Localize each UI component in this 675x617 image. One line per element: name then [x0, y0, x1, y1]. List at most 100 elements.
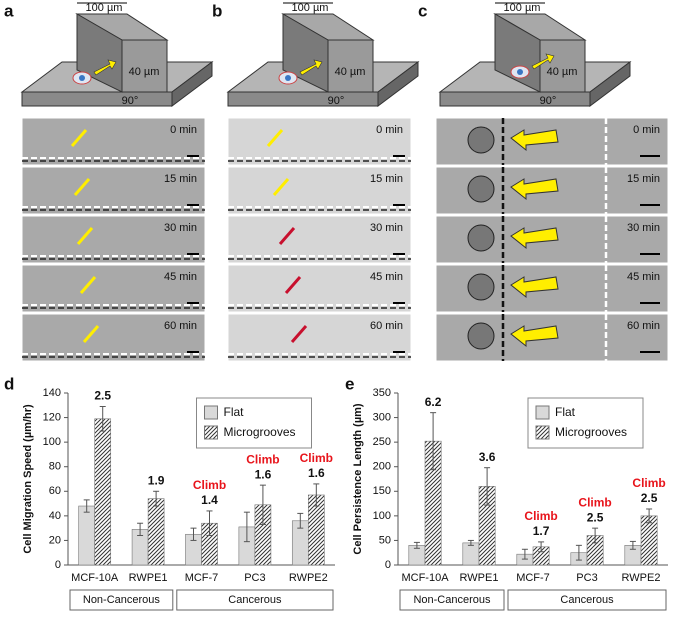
cell-arrow	[278, 227, 296, 245]
cell-arrow	[510, 276, 559, 299]
annotation: Climb	[300, 451, 333, 465]
y-tick-label: 350	[373, 387, 391, 399]
substrate-front	[439, 91, 591, 107]
x-tick-label: RWPE2	[289, 572, 328, 584]
legend-label: Microgrooves	[555, 425, 627, 439]
cell-arrow	[272, 178, 290, 196]
y-tick-label: 120	[43, 411, 61, 423]
legend-swatch	[204, 425, 218, 440]
cell-arrow	[76, 227, 94, 245]
panel-label: e	[345, 374, 354, 393]
time-label: 0 min	[633, 124, 660, 136]
group-box	[399, 589, 505, 611]
annotation: Climb	[246, 452, 279, 466]
ratio-label: 1.6	[308, 466, 325, 480]
cell	[467, 322, 495, 350]
cell-arrow	[70, 129, 88, 147]
group-label: Non-Cancerous	[83, 594, 161, 606]
substrate-side	[589, 61, 631, 107]
cell-arrow	[82, 325, 100, 343]
height-label: 40 µm	[547, 66, 578, 78]
nucleus	[285, 75, 291, 81]
annotation: Climb	[578, 495, 611, 509]
legend-swatch	[535, 405, 550, 420]
height-label: 40 µm	[335, 66, 366, 78]
cell-arrow	[266, 129, 284, 147]
group-label: Non-Cancerous	[413, 594, 491, 606]
ratio-label: 6.2	[425, 395, 442, 409]
legend-label: Flat	[555, 405, 576, 419]
cell	[467, 175, 495, 203]
legend-label: Microgrooves	[224, 425, 296, 439]
time-label: 0 min	[170, 124, 197, 136]
cell-arrow	[290, 325, 308, 343]
panel-label: c	[418, 1, 427, 20]
time-label: 60 min	[627, 320, 660, 332]
x-tick-label: PC3	[576, 572, 597, 584]
y-tick-label: 150	[373, 485, 391, 497]
time-label: 30 min	[627, 222, 660, 234]
panel-label: d	[4, 374, 14, 393]
panel-label: a	[4, 1, 14, 20]
cell-arrow	[510, 227, 559, 250]
x-tick-label: MCF-10A	[401, 572, 449, 584]
y-axis-label: Cell Persistence Length (µm)	[352, 403, 364, 555]
group-label: Cancerous	[228, 594, 282, 606]
ratio-label: 2.5	[641, 491, 658, 505]
legend-swatch	[535, 425, 550, 440]
x-tick-label: RWPE2	[622, 572, 661, 584]
time-label: 0 min	[376, 124, 403, 136]
bar	[94, 418, 112, 566]
time-label: 15 min	[370, 173, 403, 185]
group-box	[176, 589, 334, 611]
annotation: Climb	[632, 476, 665, 490]
panel-label: b	[212, 1, 222, 20]
groove-front	[121, 39, 168, 93]
cell-arrow	[73, 178, 91, 196]
substrate-side	[171, 61, 213, 107]
bar	[147, 498, 165, 566]
ratio-label: 3.6	[479, 450, 496, 464]
legend-swatch	[204, 405, 218, 420]
cell-arrow	[510, 129, 559, 152]
ratio-label: 1.7	[533, 524, 550, 538]
groove-front	[327, 39, 374, 93]
time-label: 60 min	[370, 320, 403, 332]
time-label: 30 min	[164, 222, 197, 234]
annotation: Climb	[524, 509, 557, 523]
ratio-label: 2.5	[587, 510, 604, 524]
cell-arrow	[79, 276, 97, 294]
time-label: 15 min	[627, 173, 660, 185]
group-box	[69, 589, 174, 611]
angle-label: 90°	[540, 95, 557, 107]
y-tick-label: 100	[43, 436, 61, 448]
x-tick-label: MCF-10A	[71, 572, 119, 584]
y-tick-label: 200	[373, 461, 391, 473]
motion-arrow	[531, 53, 555, 70]
angle-label: 90°	[328, 95, 345, 107]
ratio-label: 1.4	[201, 493, 218, 507]
time-label: 45 min	[370, 271, 403, 283]
groove-front	[539, 39, 586, 93]
y-tick-label: 20	[49, 534, 61, 546]
y-tick-label: 250	[373, 436, 391, 448]
y-tick-label: 140	[43, 387, 61, 399]
y-tick-label: 80	[49, 461, 61, 473]
substrate-front	[227, 91, 379, 107]
nucleus	[517, 69, 523, 75]
motion-arrow	[299, 59, 323, 76]
time-label: 60 min	[164, 320, 197, 332]
bar	[462, 542, 480, 566]
ratio-label: 2.5	[94, 389, 111, 403]
height-label: 40 µm	[129, 66, 160, 78]
y-tick-label: 50	[379, 534, 391, 546]
y-tick-label: 60	[49, 485, 61, 497]
time-label: 45 min	[627, 271, 660, 283]
x-tick-label: RWPE1	[129, 572, 168, 584]
cell	[467, 224, 495, 252]
legend-label: Flat	[224, 405, 245, 419]
width-label: 100 µm	[86, 2, 123, 14]
nucleus	[79, 75, 85, 81]
cell-arrow	[510, 325, 559, 348]
y-tick-label: 0	[385, 559, 391, 571]
